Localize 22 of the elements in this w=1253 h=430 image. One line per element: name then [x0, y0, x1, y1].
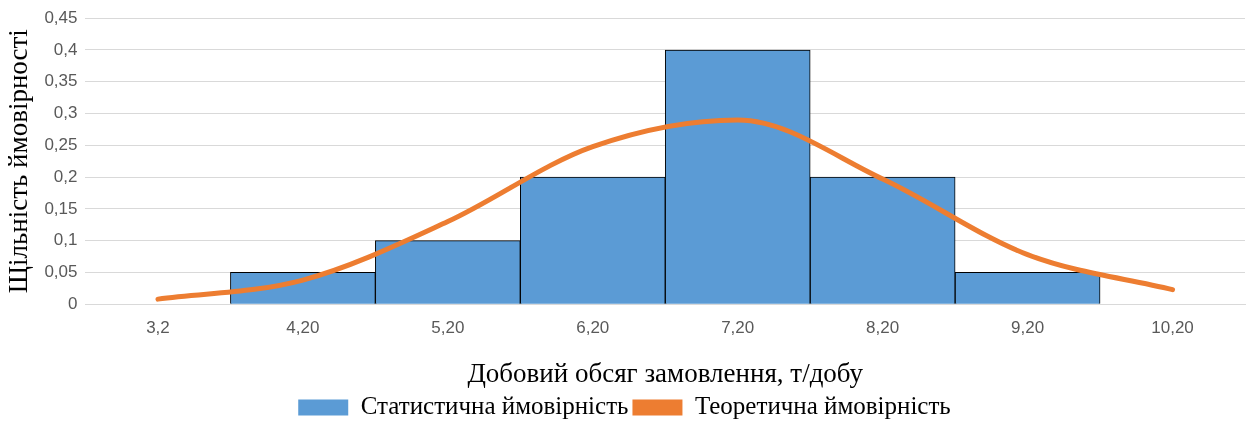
- y-tick-label: 0,25: [44, 135, 78, 154]
- y-tick-label: 0,4: [53, 39, 78, 59]
- y-tick-label: 0,2: [53, 166, 78, 186]
- x-axis-title: Добовий обсяг замовлення, т/добу: [467, 357, 864, 388]
- x-tick-label: 4,20: [286, 318, 320, 338]
- y-tick-label: 0: [68, 293, 78, 313]
- x-tick-label: 5,20: [431, 318, 465, 338]
- y-axis-title: Щільність ймовірності: [3, 29, 34, 294]
- x-tick-label: 8,20: [866, 318, 900, 338]
- x-tick-label: 9,20: [1011, 318, 1045, 338]
- y-tick-label: 0,05: [44, 262, 78, 282]
- y-tick-label: 0,35: [44, 71, 78, 91]
- y-tick-label: 0,1: [53, 230, 78, 250]
- x-tick-label: 3,2: [146, 318, 170, 338]
- legend-label: Теоретична ймовірність: [694, 392, 951, 420]
- y-tick-label: 0,45: [44, 7, 78, 27]
- y-tick-label: 0,15: [44, 198, 78, 218]
- legend-label: Статистична ймовірність: [360, 392, 629, 420]
- x-tick-label: 10,20: [1151, 318, 1194, 338]
- x-tick-label: 7,20: [721, 318, 755, 338]
- y-tick-label: 0,3: [53, 103, 78, 123]
- x-tick-label: 6,20: [576, 318, 610, 338]
